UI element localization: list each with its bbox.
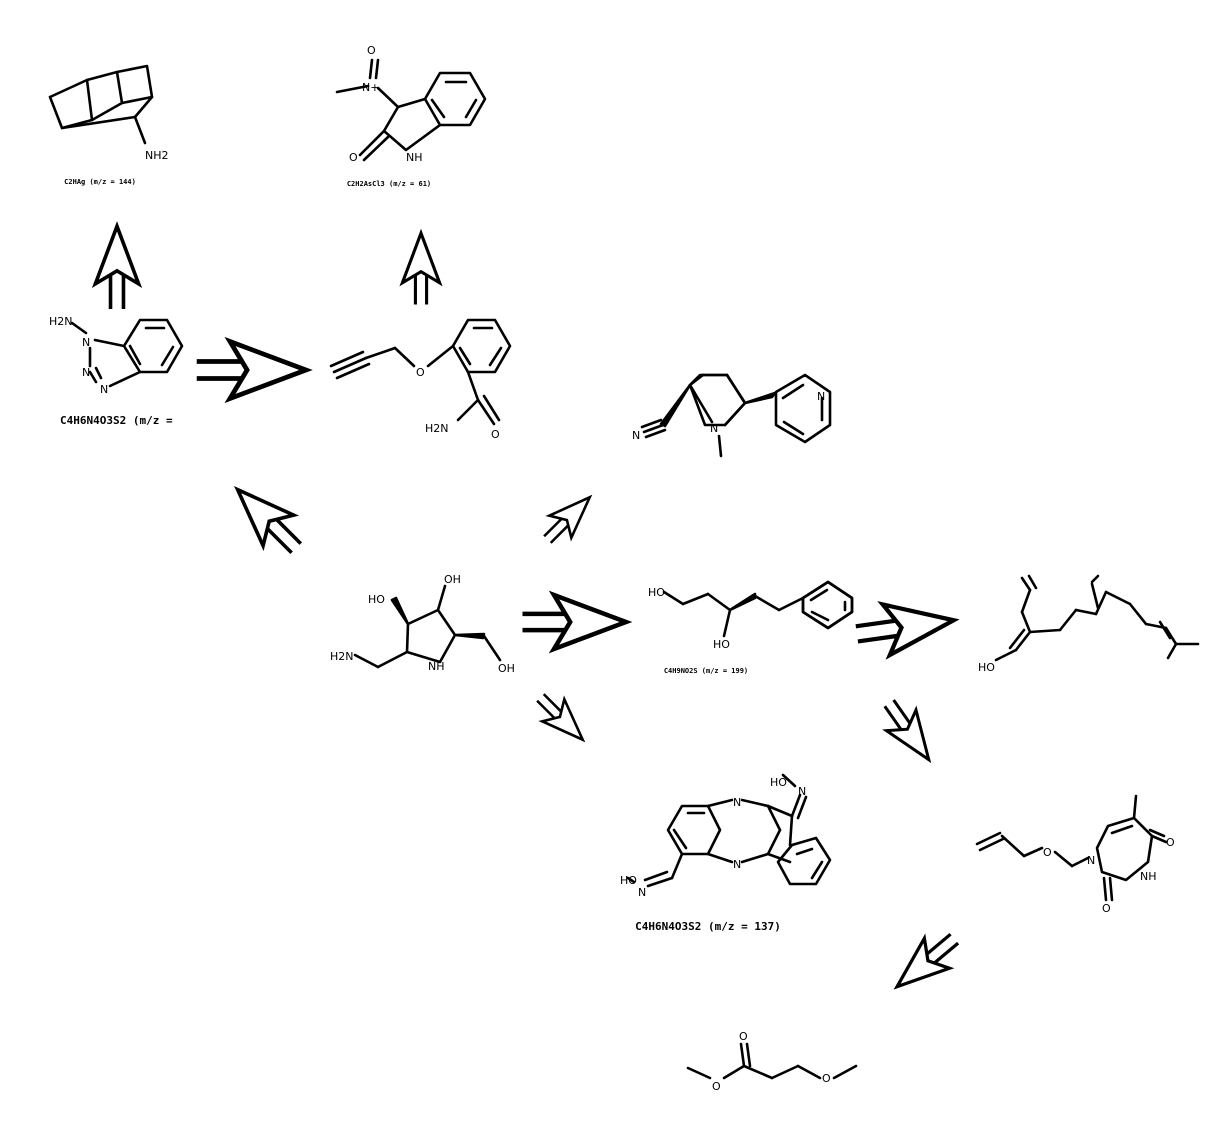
atom-label: H2N: [425, 422, 449, 435]
atom-label: O: [349, 151, 358, 164]
molecule-allyloxymethyl-thymine: O N O NH O: [975, 794, 1175, 915]
atom-label: N: [82, 336, 90, 349]
atom-label: N: [817, 390, 825, 403]
molecule-pyridyl-pyrrolidine-nitrile: N N N: [632, 373, 832, 458]
atom-label: N: [638, 886, 646, 899]
atom-label: HO: [713, 638, 730, 651]
molecule-aminobenzotriazole: H2N N N N C4H6N4O3S2 (m/z =: [49, 315, 184, 427]
atom-label: O: [491, 428, 500, 441]
molecule-caption: C4H6N4O3S2 (m/z =: [60, 414, 173, 427]
molecule-farnesol-like: HO: [978, 574, 1200, 674]
atom-label: O: [1166, 836, 1175, 849]
molecule-methyl-methoxybutanoate: O O O: [686, 1030, 858, 1093]
atom-label: N: [632, 429, 640, 442]
atom-label: N: [733, 796, 741, 809]
retro-arrow-centre-to-diol: [523, 595, 627, 649]
retro-arrow-centre-to-nitrile: [535, 484, 603, 552]
atom-label: O: [416, 366, 425, 379]
retro-arrow-benzamide-to-indolinone: [400, 231, 442, 307]
atom-label: O: [712, 1080, 721, 1093]
molecule-caption: C2HAg (m/z = 144): [64, 178, 136, 186]
atom-label: NH2: [145, 149, 169, 162]
molecule-phenyl-pentanediol: HO HO C4H9NO2S (m/z = 199): [648, 580, 854, 675]
atom-label: N: [710, 422, 718, 435]
retro-arrow-centre-to-quinoxaline: [528, 685, 596, 753]
atom-label: N: [733, 858, 741, 871]
molecule-caption: C2H2AsCl3 (m/z = 61): [347, 180, 431, 188]
retro-arrow-diol-to-farnesol: [853, 595, 957, 659]
atom-label: N+: [362, 81, 379, 94]
retro-arrow-centre-to-triazole: [220, 472, 314, 566]
atom-label: NH: [406, 151, 423, 164]
atom-label: HO: [368, 593, 385, 606]
atom-label: NH: [428, 660, 445, 673]
atom-label: O: [1102, 902, 1111, 915]
molecule-indolinone-nitroso: O N+ O NH C2H2AsCl3 (m/z = 61): [335, 44, 487, 188]
atom-label: HO: [978, 661, 995, 674]
atom-label: O: [822, 1072, 831, 1085]
atom-label: NH: [1140, 870, 1157, 883]
retro-arrow-triazole-to-cubane: [93, 224, 141, 311]
atom-label: HO: [620, 874, 637, 887]
atom-label: O: [739, 1030, 748, 1043]
atom-label: O: [367, 44, 376, 57]
atom-label: H2N: [330, 650, 354, 663]
molecule-cubane-amine: NH2 C2HAg (m/z = 144): [48, 64, 169, 186]
atom-label: HO: [770, 776, 787, 789]
molecule-aminomethyl-pyrrolidine-diol: HO OH H2N NH OH: [330, 573, 515, 675]
atom-label: OH: [498, 662, 515, 675]
atom-label: O: [1043, 846, 1052, 859]
retro-arrow-diol-to-thymine: [872, 691, 946, 772]
molecule-propargyloxy-benzamide: O H2N O: [329, 318, 512, 441]
atom-label: N: [82, 366, 90, 379]
molecule-indenoquinoxaline-dioxime: HO N N N HO N C4H6N4O3S2 (m/z = 137): [620, 773, 832, 933]
retro-arrow-thymine-to-butanoate: [882, 922, 969, 1004]
atom-label: N: [100, 383, 108, 396]
atom-label: HO: [648, 586, 665, 599]
molecule-caption: C4H9NO2S (m/z = 199): [664, 667, 748, 675]
atom-label: H2N: [49, 315, 73, 328]
atom-label: OH: [444, 573, 461, 586]
molecule-caption: C4H6N4O3S2 (m/z = 137): [635, 920, 781, 933]
retro-arrow-triazole-to-benzamide: [197, 342, 306, 399]
atom-label: N: [1087, 854, 1095, 867]
atom-label: N: [798, 785, 806, 798]
